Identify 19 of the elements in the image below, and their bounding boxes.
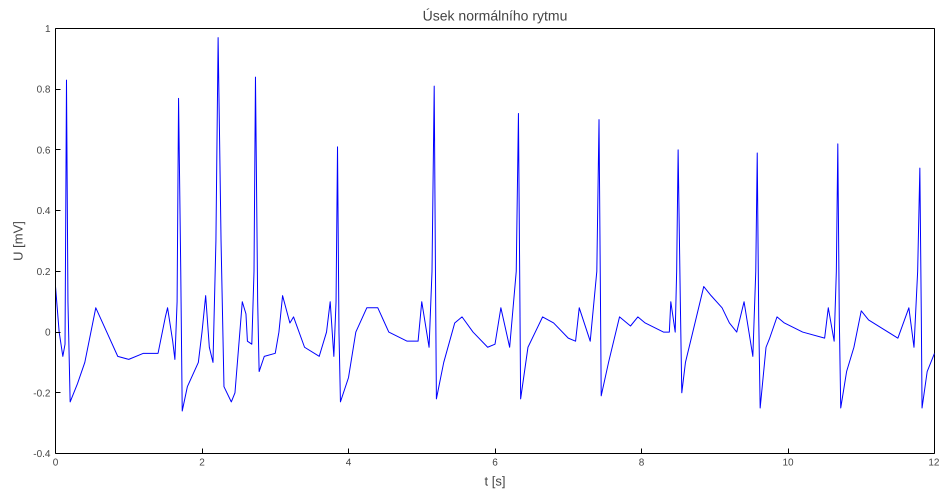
line-series — [56, 37, 934, 412]
y-tick-label: 0.6 — [36, 145, 51, 156]
x-axis-title: t [s] — [484, 474, 506, 488]
y-tick-label: 0.2 — [36, 266, 51, 278]
x-tick-label: 4 — [346, 458, 352, 468]
y-tick-label: -0.2 — [33, 388, 51, 400]
y-tick-label: -0.4 — [33, 449, 51, 460]
y-axis-title: U [mV] — [10, 221, 26, 261]
x-tick-label: 12 — [928, 458, 939, 468]
y-tick-label: 0.4 — [36, 206, 51, 218]
x-tick-label: 8 — [638, 458, 645, 468]
y-tick-label: 1 — [44, 24, 51, 35]
x-tick-label: 2 — [199, 458, 206, 468]
x-tick-label: 0 — [52, 458, 59, 468]
x-tick-label: 10 — [782, 458, 794, 468]
x-tick-label: 6 — [492, 458, 498, 468]
y-tick-label: 0.8 — [36, 84, 51, 96]
y-tick-label: 0 — [44, 328, 51, 339]
chart-title: Úsek normálního rytmu — [422, 8, 568, 24]
